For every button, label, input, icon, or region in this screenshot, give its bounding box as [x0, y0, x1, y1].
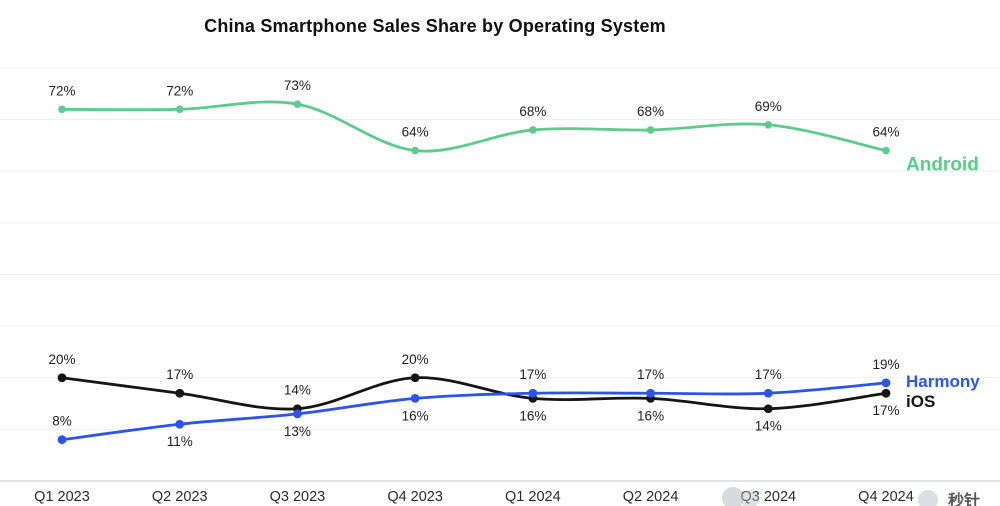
- watermark-text: 秒针: [948, 491, 980, 506]
- data-point-harmony: [528, 388, 538, 398]
- x-axis-label: Q3 2023: [270, 489, 326, 505]
- data-point-harmony: [881, 378, 891, 388]
- data-point-ios: [881, 388, 891, 398]
- series-label-android: Android: [906, 155, 979, 176]
- data-label: 16%: [519, 408, 546, 423]
- data-point-ios: [57, 373, 67, 383]
- data-point-ios: [763, 404, 773, 414]
- x-axis-label: Q1 2023: [34, 489, 90, 505]
- data-point-android: [293, 100, 302, 108]
- series-label-harmony: Harmony: [906, 372, 980, 391]
- data-point-android: [764, 120, 773, 129]
- series-line-ios: [60, 376, 888, 411]
- x-axis-label: Q2 2023: [152, 489, 208, 505]
- data-point-ios: [175, 388, 185, 398]
- x-axis-label: Q4 2024: [858, 489, 914, 505]
- data-label: 20%: [48, 352, 75, 367]
- data-label: 16%: [637, 408, 664, 423]
- data-label: 17%: [637, 367, 664, 382]
- x-axis-label: Q4 2023: [387, 489, 443, 505]
- x-axis-label: Q1 2024: [505, 489, 561, 505]
- data-label: 64%: [872, 125, 899, 140]
- data-label: 72%: [166, 83, 193, 98]
- x-axis-label: Q2 2024: [623, 489, 679, 505]
- data-point-android: [175, 105, 184, 114]
- data-label: 19%: [872, 357, 899, 372]
- data-point-harmony: [293, 409, 302, 419]
- data-point-harmony: [646, 388, 655, 398]
- data-label: 20%: [402, 352, 429, 367]
- x-axis-label: Q3 2024: [740, 489, 796, 505]
- watermark-logo-icon: [722, 487, 744, 506]
- data-label: 72%: [48, 83, 75, 98]
- data-point-android: [529, 126, 537, 134]
- series-label-ios: iOS: [906, 392, 935, 411]
- series-line-android: [60, 100, 888, 153]
- data-point-harmony: [763, 388, 773, 398]
- data-label: 8%: [52, 414, 72, 429]
- data-label: 68%: [519, 104, 546, 119]
- data-point-harmony: [175, 419, 185, 429]
- chart-title: China Smartphone Sales Share by Operatin…: [204, 16, 666, 36]
- data-label: 64%: [402, 125, 429, 140]
- data-point-android: [646, 126, 655, 134]
- watermark-logo-icon: [918, 490, 938, 506]
- data-label: 69%: [755, 99, 782, 114]
- watermark-logo-icon: [741, 490, 759, 506]
- data-label: 17%: [872, 403, 899, 418]
- data-point-ios: [410, 373, 420, 383]
- data-label: 11%: [167, 434, 193, 449]
- data-label: 73%: [284, 78, 311, 93]
- data-label: 17%: [519, 367, 546, 382]
- data-label: 16%: [402, 408, 429, 423]
- data-point-android: [411, 146, 419, 155]
- data-label: 17%: [166, 367, 193, 382]
- data-point-harmony: [57, 435, 67, 445]
- data-label: 14%: [755, 419, 782, 434]
- data-point-android: [882, 146, 890, 155]
- data-label: 14%: [284, 383, 311, 398]
- series-line-harmony: [60, 381, 888, 442]
- data-point-harmony: [410, 394, 420, 403]
- data-label: 17%: [755, 367, 782, 382]
- data-label: 13%: [284, 424, 311, 439]
- data-label: 68%: [637, 104, 664, 119]
- data-point-android: [58, 105, 66, 114]
